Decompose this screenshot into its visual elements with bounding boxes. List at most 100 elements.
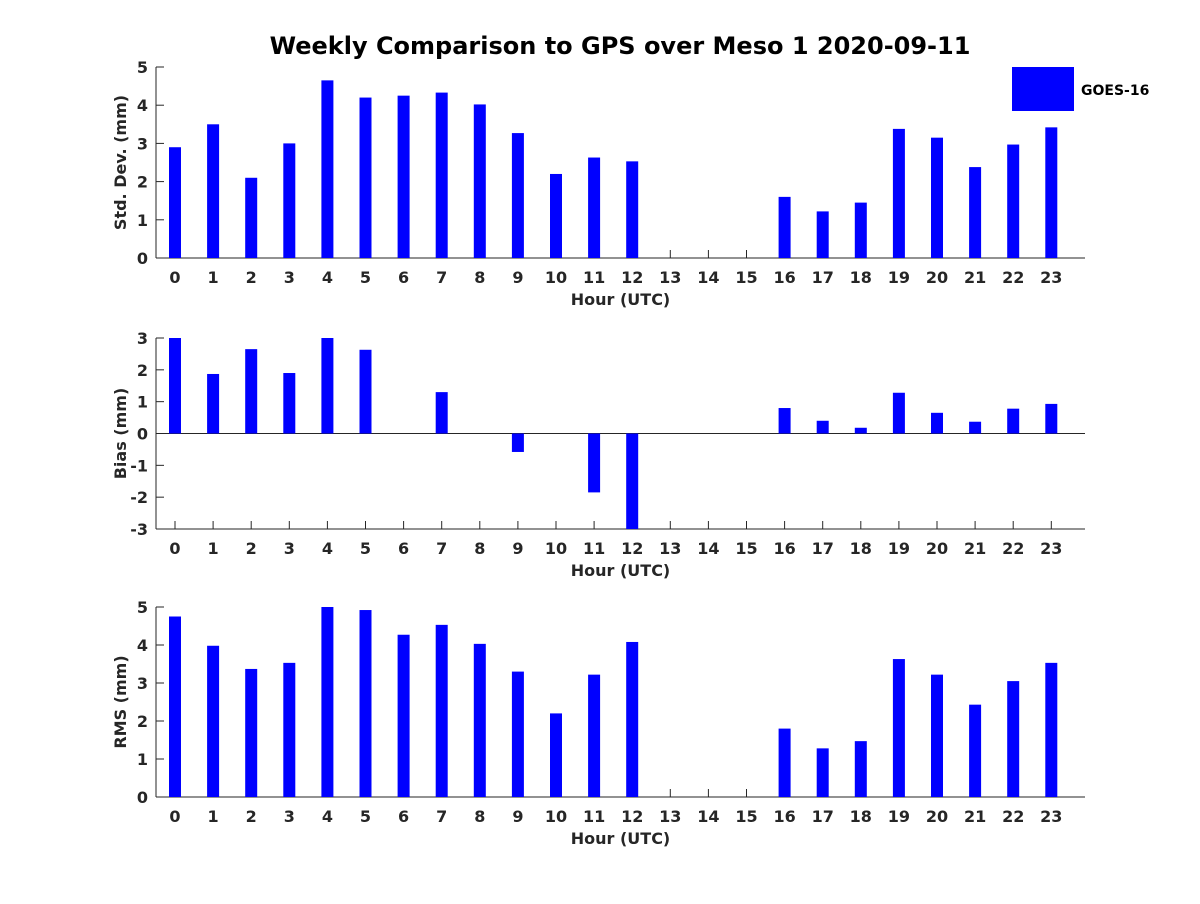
bar-bias-hour-19 — [892, 392, 905, 434]
x-tick-label-rms: 11 — [583, 807, 605, 826]
bar-bias-hour-0 — [169, 338, 181, 434]
x-tick-label-bias: 7 — [436, 539, 447, 558]
bar-rms-hour-10 — [550, 713, 562, 797]
bar-std-hour-23 — [1045, 127, 1058, 258]
x-tick-label-rms: 19 — [888, 807, 910, 826]
bar-rms-hour-6 — [397, 634, 410, 797]
bar-bias-hour-1 — [207, 373, 220, 434]
x-tick-label-rms: 1 — [208, 807, 219, 826]
bar-bias-hour-5 — [359, 349, 372, 434]
x-tick-label-bias: 0 — [169, 539, 180, 558]
bar-std-hour-16 — [778, 196, 791, 258]
legend: GOES-16 — [1012, 67, 1149, 111]
x-tick-label-rms: 14 — [697, 807, 719, 826]
bar-std-hour-18 — [854, 202, 867, 258]
bar-rms-hour-11 — [588, 674, 601, 797]
x-tick-label-bias: 19 — [888, 539, 910, 558]
bar-std-hour-7 — [435, 92, 448, 259]
bar-rms-hour-0 — [169, 616, 181, 797]
bar-std-hour-17 — [816, 211, 829, 258]
bar-rms-hour-9 — [511, 671, 524, 797]
x-tick-label-bias: 14 — [697, 539, 719, 558]
y-tick-label-rms: 4 — [137, 636, 148, 655]
bar-bias-hour-23 — [1045, 403, 1058, 434]
x-tick-label-std: 13 — [659, 268, 681, 287]
y-tick-label-bias: -3 — [130, 520, 148, 539]
y-tick-label-std: 4 — [137, 96, 148, 115]
x-tick-label-bias: 3 — [284, 539, 295, 558]
bar-rms-hour-21 — [969, 704, 982, 797]
bar-rms-hour-16 — [778, 728, 791, 797]
x-tick-label-rms: 5 — [360, 807, 371, 826]
bar-rms-hour-5 — [359, 610, 372, 797]
x-tick-label-std: 16 — [773, 268, 795, 287]
x-tick-label-rms: 15 — [735, 807, 757, 826]
y-tick-label-bias: -2 — [130, 488, 148, 507]
bar-bias-hour-2 — [245, 349, 258, 434]
x-tick-label-std: 20 — [926, 268, 948, 287]
x-tick-label-rms: 2 — [246, 807, 257, 826]
bar-rms-hour-17 — [816, 748, 829, 797]
bar-std-hour-1 — [207, 124, 220, 258]
bar-std-hour-11 — [588, 157, 601, 258]
bar-rms-hour-1 — [207, 645, 220, 797]
x-tick-label-bias: 13 — [659, 539, 681, 558]
bar-rms-hour-4 — [321, 607, 334, 797]
y-tick-label-std: 2 — [137, 173, 148, 192]
y-tick-label-bias: 3 — [137, 329, 148, 348]
y-tick-label-bias: -1 — [130, 456, 148, 475]
x-tick-label-std: 6 — [398, 268, 409, 287]
bar-rms-hour-22 — [1007, 681, 1020, 797]
bar-bias-hour-12 — [626, 433, 639, 529]
x-tick-label-rms: 9 — [512, 807, 523, 826]
x-tick-label-std: 12 — [621, 268, 643, 287]
y-axis-label-std: Std. Dev. (mm) — [111, 95, 130, 230]
y-tick-label-rms: 0 — [137, 788, 148, 807]
x-tick-label-bias: 21 — [964, 539, 986, 558]
bar-rms-hour-3 — [283, 662, 296, 797]
y-tick-label-rms: 1 — [137, 750, 148, 769]
bar-std-hour-5 — [359, 97, 372, 258]
x-tick-label-std: 4 — [322, 268, 333, 287]
x-tick-label-std: 2 — [246, 268, 257, 287]
bar-rms-hour-20 — [931, 674, 943, 797]
x-tick-label-rms: 13 — [659, 807, 681, 826]
bar-rms-hour-12 — [626, 641, 639, 797]
x-tick-label-std: 14 — [697, 268, 719, 287]
legend-swatch-goes-16 — [1012, 67, 1074, 111]
x-tick-label-bias: 22 — [1002, 539, 1024, 558]
y-axis-label-rms: RMS (mm) — [111, 655, 130, 748]
bar-rms-hour-7 — [435, 624, 448, 797]
x-axis-label-rms: Hour (UTC) — [571, 829, 671, 848]
x-tick-label-bias: 15 — [735, 539, 757, 558]
x-tick-label-bias: 5 — [360, 539, 371, 558]
bar-bias-hour-9 — [511, 433, 524, 452]
x-tick-label-rms: 6 — [398, 807, 409, 826]
y-tick-label-std: 0 — [137, 249, 148, 268]
bar-bias-hour-11 — [588, 433, 601, 493]
x-tick-label-std: 8 — [474, 268, 485, 287]
x-tick-label-std: 22 — [1002, 268, 1024, 287]
bar-std-hour-12 — [626, 161, 639, 258]
x-tick-label-rms: 21 — [964, 807, 986, 826]
x-tick-label-bias: 4 — [322, 539, 333, 558]
bar-std-hour-4 — [321, 80, 334, 259]
x-tick-label-rms: 7 — [436, 807, 447, 826]
x-tick-label-std: 21 — [964, 268, 986, 287]
bar-rms-hour-19 — [892, 659, 905, 797]
x-tick-label-std: 23 — [1040, 268, 1062, 287]
x-tick-label-bias: 20 — [926, 539, 948, 558]
bar-std-hour-21 — [969, 167, 982, 258]
bar-std-hour-2 — [245, 177, 258, 258]
x-tick-label-bias: 9 — [512, 539, 523, 558]
bar-bias-hour-7 — [435, 392, 448, 434]
y-tick-label-rms: 2 — [137, 712, 148, 731]
bar-bias-hour-22 — [1007, 408, 1020, 434]
x-tick-label-rms: 17 — [812, 807, 834, 826]
x-tick-label-rms: 10 — [545, 807, 567, 826]
x-tick-label-rms: 22 — [1002, 807, 1024, 826]
x-tick-label-bias: 8 — [474, 539, 485, 558]
x-tick-label-bias: 11 — [583, 539, 605, 558]
